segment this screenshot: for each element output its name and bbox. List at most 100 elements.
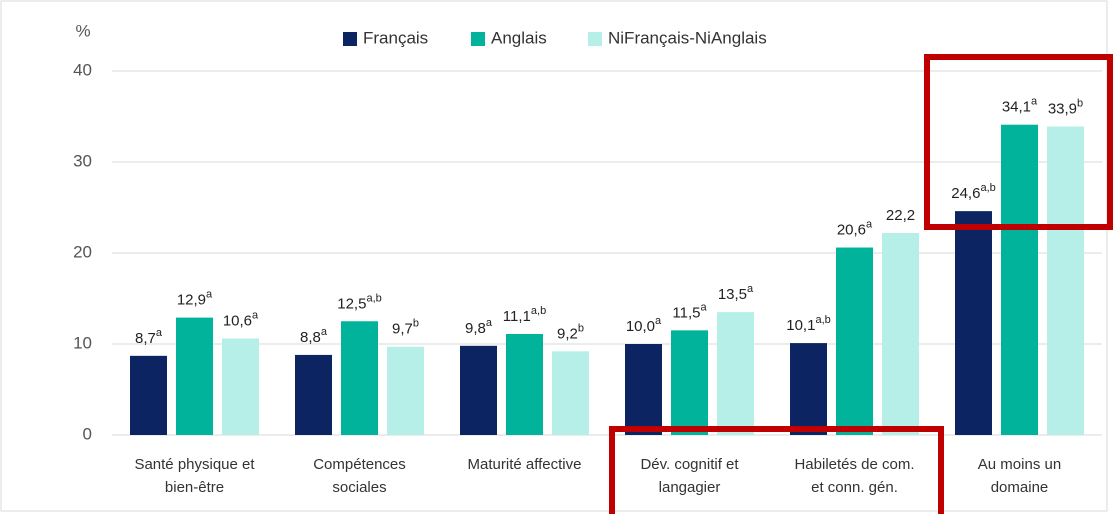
x-tick-line: domaine — [991, 479, 1049, 496]
x-tick-line: sociales — [332, 479, 386, 496]
value-label-number: 12,9 — [177, 292, 206, 309]
value-label-number: 8,8 — [300, 329, 321, 346]
y-tick-label: 40 — [73, 60, 92, 79]
x-tick-line: Habiletés de com. — [794, 456, 914, 473]
legend-swatch — [343, 32, 357, 46]
y-tick-label: 30 — [73, 151, 92, 170]
value-label: 10,6a — [223, 309, 259, 329]
value-label: 20,6a — [837, 218, 873, 238]
y-tick-label: 10 — [73, 333, 92, 352]
x-tick-line: Compétences — [313, 456, 406, 473]
value-label-number: 22,2 — [886, 207, 915, 224]
x-tick-line: Maturité affective — [468, 456, 582, 473]
value-label-note: b — [578, 322, 584, 334]
value-label: 24,6a,b — [951, 182, 996, 202]
value-label-number: 24,6 — [951, 185, 980, 202]
bar — [506, 333, 543, 435]
bar — [836, 247, 873, 435]
bar — [460, 345, 497, 435]
bar — [717, 312, 754, 435]
value-label: 12,9a — [177, 289, 213, 309]
x-tick-line: Santé physique et — [134, 456, 255, 473]
value-label-note: b — [413, 318, 419, 330]
value-label-number: 11,1 — [503, 308, 531, 325]
value-label-note: a — [700, 301, 707, 313]
value-label: 8,8a — [300, 326, 328, 346]
value-label-note: a — [747, 283, 754, 295]
bar — [295, 354, 332, 435]
bar — [552, 351, 589, 435]
x-tick-label: Compétences sociales — [313, 456, 406, 496]
value-label-number: 9,7 — [392, 321, 413, 338]
bar — [955, 211, 992, 435]
x-tick-label: Habiletés de com. et conn. gén. — [794, 456, 914, 496]
bar — [882, 232, 919, 435]
value-label-note: a — [156, 327, 163, 339]
legend-swatch — [588, 32, 602, 46]
value-label-number: 34,1 — [1002, 99, 1031, 116]
value-label: 12,5a,b — [337, 292, 382, 312]
bar — [625, 344, 662, 435]
value-label: 9,8a — [465, 317, 493, 337]
value-label-number: 12,5 — [337, 295, 366, 312]
value-label-number: 13,5 — [718, 286, 747, 303]
x-tick-line: Dév. cognitif et — [640, 456, 739, 473]
x-tick-line: Au moins un — [978, 456, 1061, 473]
value-label: 22,2 — [886, 207, 915, 224]
value-label-number: 10,0 — [626, 318, 655, 335]
value-label-number: 10,1 — [786, 317, 815, 334]
value-label: 8,7a — [135, 327, 163, 347]
value-label: 34,1a — [1002, 96, 1038, 116]
value-label-note: b — [1077, 97, 1083, 109]
value-label-note: a,b — [815, 314, 830, 326]
value-label-note: a — [486, 317, 493, 329]
x-tick-line: et conn. gén. — [811, 479, 898, 496]
x-tick-label: Maturité affective — [468, 456, 582, 473]
legend-swatch — [471, 32, 485, 46]
value-label-note: a — [321, 326, 328, 338]
value-label: 33,9b — [1048, 97, 1083, 117]
y-tick-label: 0 — [83, 424, 92, 443]
value-label-note: a,b — [366, 292, 381, 304]
value-label-number: 33,9 — [1048, 100, 1077, 117]
value-label: 9,7b — [392, 318, 419, 338]
value-label: 10,0a — [626, 315, 662, 335]
value-label-note: a,b — [531, 305, 546, 317]
x-tick-label: Santé physique et bien-être — [134, 456, 255, 496]
value-label-note: a — [655, 315, 662, 327]
value-label-note: a — [206, 289, 213, 301]
value-label: 13,5a — [718, 283, 754, 303]
highlight-box — [609, 426, 944, 514]
highlight-box — [924, 54, 1113, 230]
x-tick-line: bien-être — [165, 479, 224, 496]
value-label: 10,1a,b — [786, 314, 831, 334]
bar — [130, 355, 167, 435]
bar — [671, 330, 708, 435]
value-label: 9,2b — [557, 322, 584, 342]
value-label-number: 9,2 — [557, 325, 578, 342]
y-axis-label: % — [75, 21, 90, 40]
value-label: 11,5a — [672, 301, 707, 321]
bar — [222, 338, 259, 435]
x-tick-label: Dév. cognitif et langagier — [640, 456, 739, 496]
bar — [387, 346, 424, 435]
legend-label: NiFrançais-NiAnglais — [608, 28, 767, 47]
x-tick-line: langagier — [659, 479, 721, 496]
bar — [176, 317, 213, 435]
x-tick-label: Au moins un domaine — [978, 456, 1061, 496]
bar — [1047, 126, 1084, 435]
value-label-number: 9,8 — [465, 320, 486, 337]
value-label-number: 20,6 — [837, 222, 866, 239]
value-label-note: a — [252, 309, 259, 321]
value-label-note: a,b — [980, 182, 995, 194]
value-label-note: a — [1031, 96, 1038, 108]
value-label-number: 11,5 — [672, 304, 700, 321]
bar — [341, 321, 378, 435]
bar — [1001, 124, 1038, 435]
y-tick-label: 20 — [73, 242, 92, 261]
value-label: 11,1a,b — [503, 305, 546, 325]
bar — [790, 343, 827, 435]
value-label-note: a — [866, 218, 873, 230]
